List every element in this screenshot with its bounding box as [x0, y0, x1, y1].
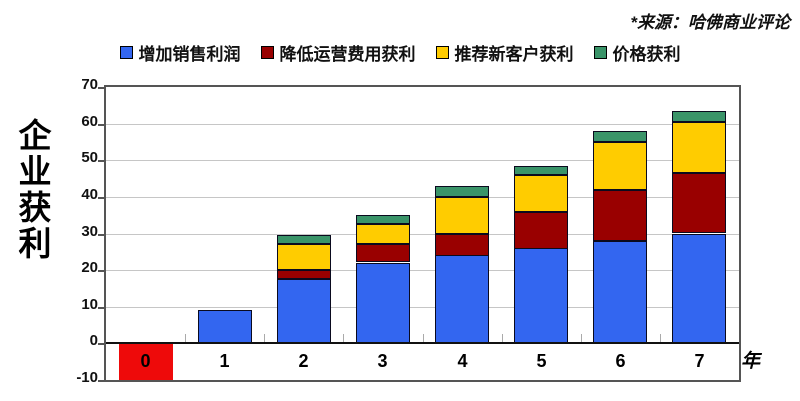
y-axis-label: 10 — [81, 296, 98, 313]
bar-segment — [593, 190, 647, 241]
bar-segment — [435, 197, 489, 234]
bar-segment — [356, 215, 410, 224]
gridline — [106, 307, 739, 308]
legend-item-sales-profit: 增加销售利润 — [119, 40, 241, 65]
x-axis-label: 5 — [536, 351, 547, 371]
gridline — [106, 160, 739, 161]
bar-segment — [198, 310, 252, 343]
category-tick — [660, 334, 661, 343]
bar-segment — [514, 175, 568, 212]
bar-segment — [277, 244, 331, 270]
plot-area: 0 1 2 3 4 5 6 7 — [98, 85, 741, 382]
gridline — [106, 234, 739, 235]
bar-segment — [356, 263, 410, 344]
category-tick — [581, 334, 582, 343]
gridline — [106, 197, 739, 198]
category-tick — [502, 334, 503, 343]
y-axis-tick — [98, 380, 104, 382]
y-axis-label: 60 — [81, 113, 98, 130]
y-axis-label: 40 — [81, 186, 98, 203]
zero-axis-line — [106, 342, 739, 344]
x-axis-unit-label: 年 — [741, 351, 761, 372]
y-axis-tick — [98, 307, 104, 309]
y-axis-label: 30 — [81, 223, 98, 240]
legend-label: 价格获利 — [612, 45, 681, 64]
bar-segment — [277, 235, 331, 244]
x-axis-label: 2 — [298, 351, 309, 371]
y-axis-tick — [98, 343, 104, 345]
bar-segment — [593, 241, 647, 344]
bar-segment — [593, 131, 647, 142]
gridline — [106, 124, 739, 125]
legend-swatch-darkred — [260, 46, 274, 59]
category-tick — [343, 334, 344, 343]
bar-segment — [593, 142, 647, 190]
y-axis-title: 企业获利 — [14, 118, 51, 262]
legend-item-referrals: 推荐新客户获利 — [435, 40, 574, 65]
legend-item-price-premium: 价格获利 — [593, 40, 681, 65]
bar-segment — [672, 234, 726, 344]
category-tick — [423, 334, 424, 343]
category-tick — [185, 334, 186, 343]
bar-segment — [672, 111, 726, 122]
legend-label: 增加销售利润 — [138, 45, 241, 64]
legend-label: 推荐新客户获利 — [454, 45, 574, 64]
bar-segment — [356, 224, 410, 244]
chart-legend: 增加销售利润 降低运营费用获利 推荐新客户获利 价格获利 — [0, 40, 800, 65]
source-note: *来源：哈佛商业评论 — [630, 13, 790, 32]
gridline — [106, 270, 739, 271]
x-axis-label: 6 — [615, 351, 626, 371]
bar-segment — [277, 279, 331, 343]
category-tick — [264, 334, 265, 343]
y-axis-tick — [98, 197, 104, 199]
x-axis-label: 7 — [694, 351, 705, 371]
y-axis-tick — [98, 87, 104, 89]
legend-swatch-green — [593, 46, 607, 59]
bar-segment — [277, 270, 331, 279]
bar-segment — [435, 186, 489, 197]
y-axis-label: 0 — [89, 332, 98, 349]
y-axis-label: 20 — [81, 259, 98, 276]
legend-swatch-yellow — [435, 46, 449, 59]
bar-segment — [514, 166, 568, 175]
legend-swatch-blue — [119, 46, 133, 59]
bar-segment — [672, 122, 726, 173]
bar-segment — [435, 234, 489, 256]
x-axis-label: 0 — [140, 351, 151, 371]
x-axis-label: 1 — [219, 351, 230, 371]
y-axis-label: -10 — [76, 369, 98, 386]
bar-segment — [356, 244, 410, 262]
bar-segment — [514, 212, 568, 249]
acquisition-cost-bar — [119, 343, 173, 380]
x-axis-label: 4 — [457, 351, 468, 371]
legend-label: 降低运营费用获利 — [279, 45, 416, 64]
bar-segment — [672, 173, 726, 233]
x-axis-label: 3 — [377, 351, 388, 371]
y-axis-tick — [98, 234, 104, 236]
y-axis-tick — [98, 270, 104, 272]
y-axis-tick — [98, 124, 104, 126]
y-axis-label: 50 — [81, 149, 98, 166]
bar-segment — [514, 248, 568, 343]
y-axis-tick — [98, 160, 104, 162]
bar-segment — [435, 255, 489, 343]
legend-item-cost-reduction: 降低运营费用获利 — [260, 40, 416, 65]
y-axis-label: 70 — [81, 76, 98, 93]
